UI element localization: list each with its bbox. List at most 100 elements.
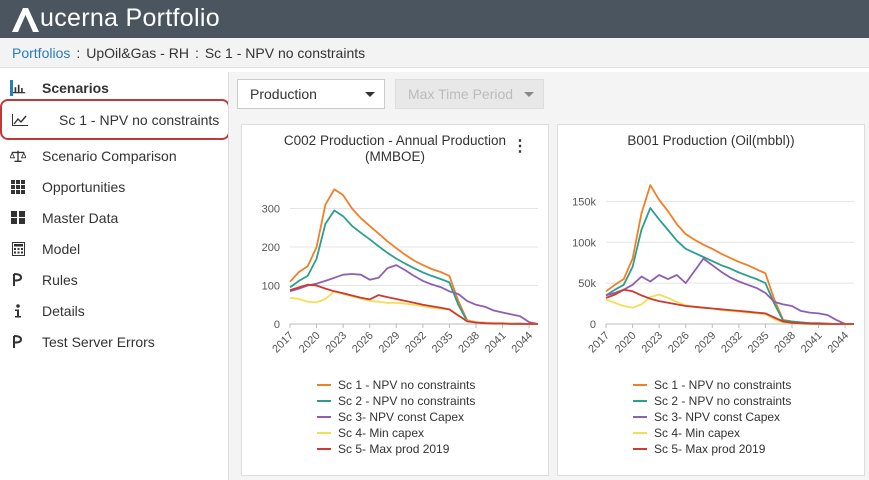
legend-label: Sc 3- NPV const Capex [338,410,465,424]
balance-scale-icon [10,148,26,164]
series-line-3 [605,257,854,325]
y-tick-label: 50k [578,278,596,290]
legend-swatch [317,448,331,450]
sidebar-item-details[interactable]: Details [0,295,228,326]
legend-swatch [317,416,331,418]
toolbar: Production Max Time Period [229,72,869,117]
legend-label: Sc 5- Max prod 2019 [338,442,450,456]
legend-item[interactable]: Sc 2 - NPV no constraints [317,393,475,409]
series-line-4 [289,290,538,325]
series-line-1 [289,188,538,325]
sidebar-item-label: Master Data [42,209,119,226]
x-tick-label: 2026 [666,330,692,356]
bar-chart-icon [10,80,26,96]
legend-label: Sc 4- Min capex [654,426,741,440]
sidebar-item-rules[interactable]: Rules [0,264,228,295]
x-tick-label: 2044 [509,330,535,356]
x-tick-label: 2020 [297,330,323,356]
legend-item[interactable]: Sc 4- Min capex [633,425,791,441]
chart-card-c002: 0 100 200 300 2017 2020 2023 2026 2029 2032 2035 20… [241,124,549,476]
grid-icon [10,179,26,195]
x-tick-label: 2041 [799,330,825,356]
sidebar-item-label: Scenarios [42,80,109,96]
table-grid-icon [10,210,26,226]
x-tick-label: 2029 [377,330,403,356]
sidebar-item-scenarios[interactable]: Scenarios [0,72,228,104]
legend-swatch [317,384,331,386]
chevron-down-icon [524,92,534,97]
legend-item[interactable]: Sc 2 - NPV no constraints [633,393,791,409]
series-line-5 [605,288,854,325]
sidebar: Scenarios Scenario Comparison Opportunit… [0,72,228,480]
x-tick-label: 2023 [323,330,349,356]
line-chart-icon [12,112,28,128]
legend-swatch [633,384,647,386]
x-tick-label: 2032 [719,330,745,356]
sidebar-item-model[interactable]: Model [0,233,228,264]
sidebar-item-label: Rules [42,271,78,288]
legend-swatch [317,432,331,434]
x-tick-label: 2017 [586,330,612,356]
y-tick-label: 150k [572,196,596,208]
x-tick-label: 2038 [772,330,798,356]
breadcrumb: Portfolios: UpOil&Gas - RH: Sc 1 - NPV no … [0,38,869,68]
x-tick-label: 2023 [639,330,665,356]
y-tick-label: 0 [590,319,596,331]
main-content: Production Max Time Period 0 100 200 300 201… [228,72,869,480]
app-title: ucerna Portfolio [40,4,220,32]
max-time-period-dropdown[interactable]: Max Time Period [395,79,544,109]
sidebar-item-label: Model [42,240,81,257]
legend-item[interactable]: Sc 3- NPV const Capex [633,409,791,425]
rule-icon [10,334,26,350]
x-tick-label: 2020 [613,330,639,356]
legend-label: Sc 4- Min capex [338,426,425,440]
legend-swatch [633,416,647,418]
legend-item[interactable]: Sc 3- NPV const Capex [317,409,475,425]
legend-label: Sc 2 - NPV no constraints [338,394,476,408]
calculator-icon [10,241,26,257]
legend-label: Sc 5- Max prod 2019 [654,442,766,456]
chevron-down-icon [365,92,375,97]
info-icon [10,303,26,319]
chart-legend: Sc 1 - NPV no constraints Sc 2 - NPV no c… [317,377,475,457]
legend-item[interactable]: Sc 1 - NPV no constraints [633,377,791,393]
legend-item[interactable]: Sc 5- Max prod 2019 [317,441,475,457]
x-tick-label: 2038 [456,330,482,356]
x-tick-label: 2035 [746,330,772,356]
legend-swatch [633,432,647,434]
view-select-dropdown[interactable]: Production [237,79,385,109]
sidebar-item-master-data[interactable]: Master Data [0,202,228,233]
legend-item[interactable]: Sc 5- Max prod 2019 [633,441,791,457]
sidebar-item-opportunities[interactable]: Opportunities [0,171,228,202]
breadcrumb-portfolios-link[interactable]: Portfolios [12,45,71,61]
aucerna-logo-icon [12,8,39,32]
sidebar-item-label: Test Server Errors [42,333,155,350]
breadcrumb-separator: : [194,45,199,61]
series-line-2 [289,209,538,325]
rule-icon [10,272,26,288]
sidebar-item-test-server-errors[interactable]: Test Server Errors [0,326,228,357]
legend-label: Sc 3- NPV const Capex [654,410,781,424]
legend-label: Sc 1 - NPV no constraints [338,378,476,392]
sidebar-item-selected-scenario[interactable]: Sc 1 - NPV no constraints [0,99,230,140]
sidebar-item-label: Opportunities [42,178,126,195]
series-line-5 [289,283,538,325]
breadcrumb-separator: : [76,45,81,61]
sidebar-item-label: Sc 1 - NPV no constraints [59,111,220,128]
x-tick-label: 2044 [825,330,851,356]
y-tick-label: 0 [274,319,280,331]
breadcrumb-scenario: Sc 1 - NPV no constraints [204,45,366,61]
sidebar-item-scenario-comparison[interactable]: Scenario Comparison [0,140,228,171]
legend-swatch [317,400,331,402]
legend-label: Sc 2 - NPV no constraints [654,394,792,408]
legend-item[interactable]: Sc 1 - NPV no constraints [317,377,475,393]
legend-item[interactable]: Sc 4- Min capex [317,425,475,441]
top-bar: ucerna Portfolio [0,0,869,38]
legend-label: Sc 1 - NPV no constraints [654,378,792,392]
sidebar-item-label: Scenario Comparison [42,147,177,164]
more-options-icon[interactable]: ⋮ [512,138,528,155]
chart-b001-production: 0 50k 100k 150k 2017 2020 2023 2026 2029 2032 2035… [572,184,854,356]
x-tick-label: 2032 [403,330,429,356]
chart-title: C002 Production - Annual Production (MMB… [283,133,507,164]
